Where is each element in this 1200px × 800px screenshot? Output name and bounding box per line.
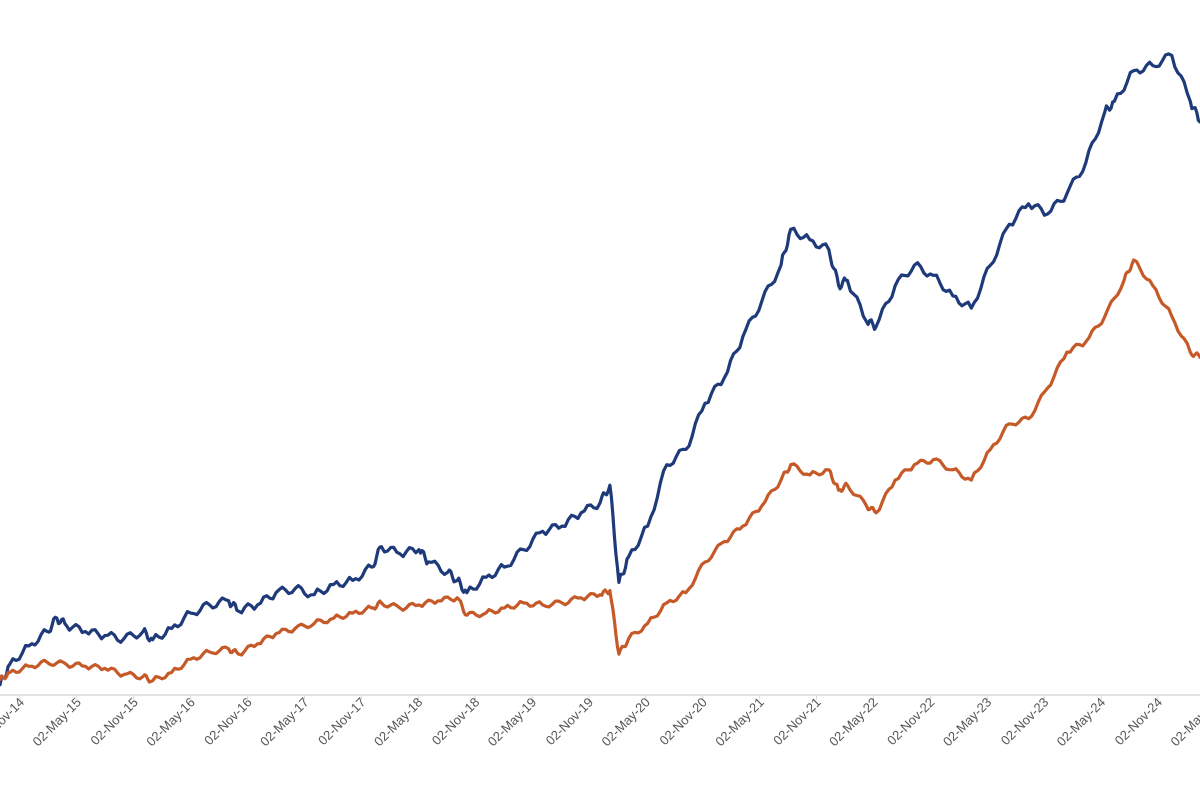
x-tick-label: 02-May-23 <box>940 695 995 750</box>
x-tick-label: 02-Nov-20 <box>656 695 710 749</box>
x-tick-label: 02-May-21 <box>712 695 767 750</box>
x-tick-label: 02-Nov-16 <box>201 695 255 749</box>
x-tick-label: 02-May-20 <box>598 695 653 750</box>
x-tick-label: 02-May-19 <box>485 695 540 750</box>
x-tick-label: 02-May-18 <box>371 695 426 750</box>
x-tick-label: 02-May-25 <box>1167 695 1200 750</box>
x-tick-label: 02-Nov-17 <box>315 695 369 749</box>
x-tick-label: 02-Nov-21 <box>770 695 824 749</box>
series-line-1 <box>0 52 1200 687</box>
x-tick-label: 02-May-24 <box>1054 695 1109 750</box>
x-tick-label: 02-Nov-24 <box>1112 695 1166 749</box>
x-tick-label: 02-May-15 <box>29 695 84 750</box>
x-tick-label: 02-Nov-14 <box>0 695 27 749</box>
x-tick-label: 02-May-17 <box>257 695 312 750</box>
series-layer <box>0 52 1200 687</box>
x-axis-ticks: 02-Nov-14 02-May-15 02-Nov-15 02-May-16 02-N… <box>0 695 1200 750</box>
x-tick-label: 02-May-16 <box>143 695 198 750</box>
x-tick-label: 02-Nov-23 <box>998 695 1052 749</box>
x-tick-label: 02-Nov-18 <box>429 695 483 749</box>
x-tick-label: 02-Nov-15 <box>87 695 141 749</box>
series-line-2 <box>0 258 1200 684</box>
x-tick-label: 02-May-22 <box>826 695 881 750</box>
x-tick-label: 02-Nov-22 <box>884 695 938 749</box>
x-tick-label: 02-Nov-19 <box>543 695 597 749</box>
